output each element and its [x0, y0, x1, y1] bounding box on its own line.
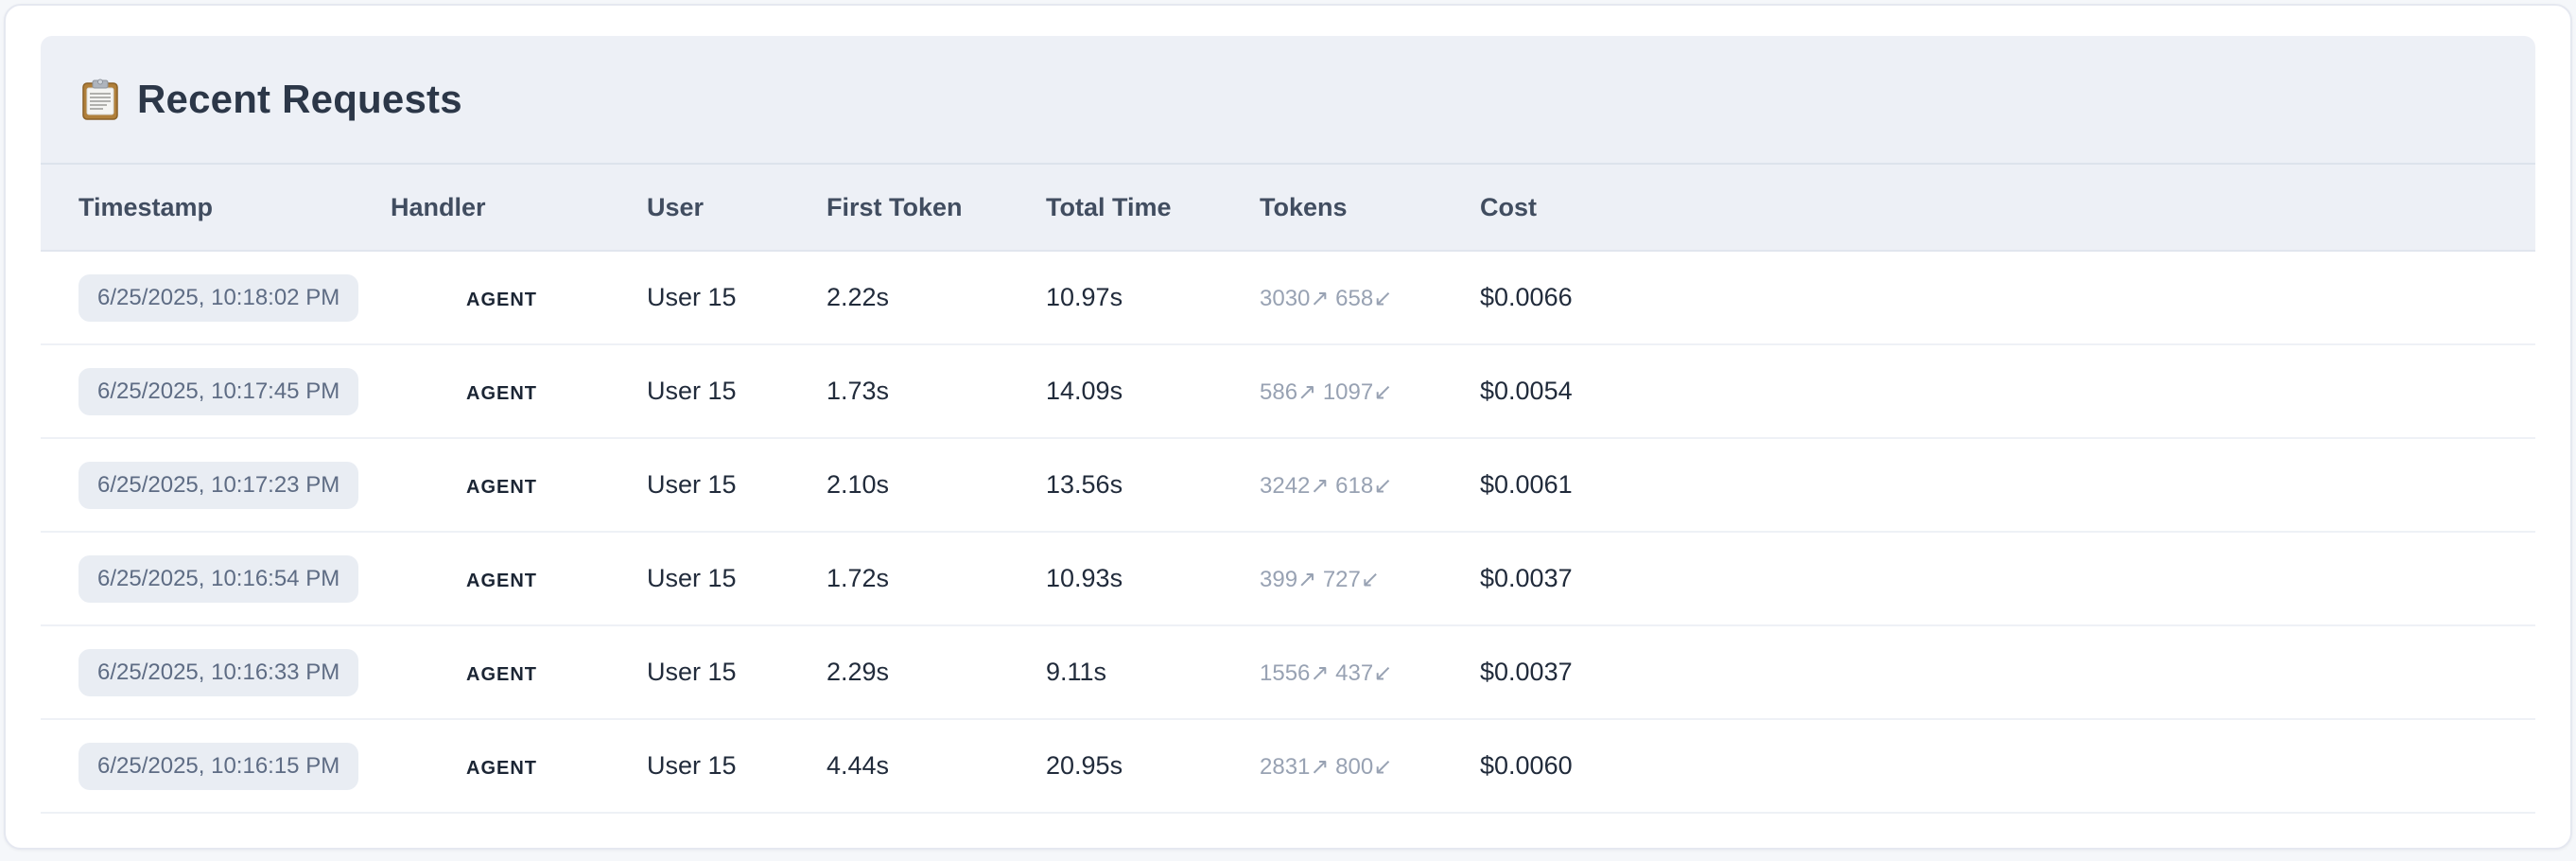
table-row[interactable]: 6/25/2025, 10:16:15 PM AGENT User 15 4.4… — [41, 719, 2535, 813]
total-time-cell: 10.93s — [1046, 564, 1123, 592]
handler-badge: AGENT — [466, 571, 537, 591]
first-token-cell: 4.44s — [827, 751, 890, 780]
handler-cell: AGENT — [391, 251, 647, 344]
timestamp-cell: 6/25/2025, 10:16:54 PM — [41, 532, 391, 625]
timestamp-badge: 6/25/2025, 10:17:23 PM — [78, 461, 359, 509]
timestamp-badge: 6/25/2025, 10:16:33 PM — [78, 648, 359, 696]
recent-requests-panel: Recent Requests Timestamp Handler User F… — [41, 36, 2535, 814]
handler-cell: AGENT — [391, 344, 647, 438]
timestamp-badge: 6/25/2025, 10:18:02 PM — [78, 273, 359, 322]
table-header-row: Timestamp Handler User First Token Total… — [41, 165, 2535, 252]
timestamp-badge: 6/25/2025, 10:17:45 PM — [78, 367, 359, 415]
user-cell: User 15 — [647, 658, 737, 686]
recent-requests-table: Timestamp Handler User First Token Total… — [41, 165, 2535, 814]
tokens-in-out: 399↗ 727↙ — [1260, 567, 1380, 592]
first-token-cell: 1.72s — [827, 564, 890, 592]
handler-badge: AGENT — [466, 290, 537, 310]
timestamp-badge: 6/25/2025, 10:16:54 PM — [78, 554, 359, 603]
cost-cell: $0.0061 — [1480, 470, 1573, 499]
col-header-total-time: Total Time — [1046, 165, 1260, 252]
cost-cell: $0.0060 — [1480, 751, 1573, 780]
tokens-in-out: 3242↗ 618↙ — [1260, 473, 1393, 499]
tokens-cell: 3030↗ 658↙ — [1260, 251, 1480, 344]
total-time-cell: 20.95s — [1046, 751, 1123, 780]
table-row[interactable]: 6/25/2025, 10:16:33 PM AGENT User 15 2.2… — [41, 625, 2535, 719]
table-row[interactable]: 6/25/2025, 10:17:23 PM AGENT User 15 2.1… — [41, 438, 2535, 532]
tokens-cell: 399↗ 727↙ — [1260, 532, 1480, 625]
col-header-user: User — [647, 165, 827, 252]
tokens-cell: 586↗ 1097↙ — [1260, 344, 1480, 438]
timestamp-cell: 6/25/2025, 10:16:15 PM — [41, 719, 391, 813]
table-row[interactable]: 6/25/2025, 10:16:54 PM AGENT User 15 1.7… — [41, 532, 2535, 625]
handler-badge: AGENT — [466, 383, 537, 404]
timestamp-cell: 6/25/2025, 10:16:33 PM — [41, 625, 391, 719]
table-row[interactable]: 6/25/2025, 10:17:45 PM AGENT User 15 1.7… — [41, 344, 2535, 438]
tokens-cell: 3242↗ 618↙ — [1260, 438, 1480, 532]
recent-requests-card: Recent Requests Timestamp Handler User F… — [4, 4, 2572, 850]
first-token-cell: 1.73s — [827, 377, 890, 405]
clipboard-icon — [82, 79, 118, 120]
handler-badge: AGENT — [466, 758, 537, 779]
first-token-cell: 2.29s — [827, 658, 890, 686]
tokens-in-out: 586↗ 1097↙ — [1260, 379, 1393, 405]
col-header-handler: Handler — [391, 165, 647, 252]
total-time-cell: 10.97s — [1046, 283, 1123, 311]
user-cell: User 15 — [647, 283, 737, 311]
cost-cell: $0.0066 — [1480, 283, 1573, 311]
tokens-cell: 1556↗ 437↙ — [1260, 625, 1480, 719]
table-row[interactable]: 6/25/2025, 10:18:02 PM AGENT User 15 2.2… — [41, 251, 2535, 344]
page-title: Recent Requests — [137, 77, 462, 121]
col-header-cost: Cost — [1480, 165, 2535, 252]
panel-header: Recent Requests — [41, 36, 2535, 165]
timestamp-cell: 6/25/2025, 10:17:45 PM — [41, 344, 391, 438]
handler-cell: AGENT — [391, 532, 647, 625]
col-header-timestamp: Timestamp — [41, 165, 391, 252]
timestamp-badge: 6/25/2025, 10:16:15 PM — [78, 742, 359, 790]
handler-badge: AGENT — [466, 664, 537, 685]
timestamp-cell: 6/25/2025, 10:17:23 PM — [41, 438, 391, 532]
first-token-cell: 2.22s — [827, 283, 890, 311]
user-cell: User 15 — [647, 470, 737, 499]
tokens-in-out: 3030↗ 658↙ — [1260, 286, 1393, 311]
first-token-cell: 2.10s — [827, 470, 890, 499]
timestamp-cell: 6/25/2025, 10:18:02 PM — [41, 251, 391, 344]
handler-cell: AGENT — [391, 438, 647, 532]
total-time-cell: 13.56s — [1046, 470, 1123, 499]
col-header-first-token: First Token — [827, 165, 1046, 252]
cost-cell: $0.0054 — [1480, 377, 1573, 405]
handler-cell: AGENT — [391, 625, 647, 719]
handler-cell: AGENT — [391, 719, 647, 813]
handler-badge: AGENT — [466, 477, 537, 498]
tokens-in-out: 1556↗ 437↙ — [1260, 660, 1393, 686]
cost-cell: $0.0037 — [1480, 658, 1573, 686]
user-cell: User 15 — [647, 564, 737, 592]
cost-cell: $0.0037 — [1480, 564, 1573, 592]
user-cell: User 15 — [647, 751, 737, 780]
tokens-in-out: 2831↗ 800↙ — [1260, 754, 1393, 780]
total-time-cell: 14.09s — [1046, 377, 1123, 405]
total-time-cell: 9.11s — [1046, 658, 1107, 686]
tokens-cell: 2831↗ 800↙ — [1260, 719, 1480, 813]
user-cell: User 15 — [647, 377, 737, 405]
col-header-tokens: Tokens — [1260, 165, 1480, 252]
